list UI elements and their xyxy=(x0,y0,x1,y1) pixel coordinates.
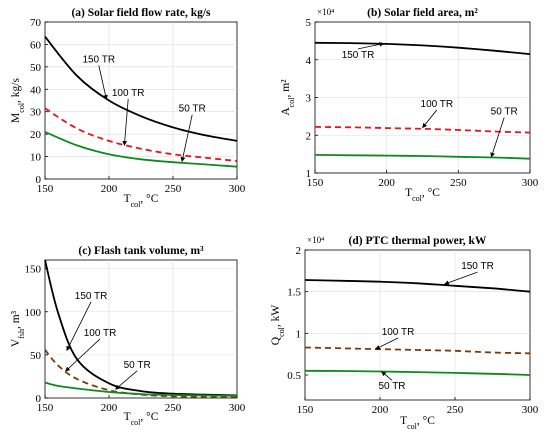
x-tick-label: 150 xyxy=(37,183,54,195)
series-annotation-arrow xyxy=(65,338,101,372)
x-axis-label: Tcol, °C xyxy=(124,411,159,427)
y-axis-label: Qcol, kW xyxy=(270,305,286,346)
y-tick-label: 1 xyxy=(296,328,302,340)
x-tick-label: 200 xyxy=(101,402,118,414)
series-line-100-tr xyxy=(44,107,238,162)
x-tick-label: 300 xyxy=(522,177,539,189)
x-tick-label: 250 xyxy=(165,402,182,414)
chart-panel-4: 150 200 250 300 0.5 1 1.5 2 (d) PTC thermal powe… xyxy=(270,235,539,431)
axis-multiplier: ×10⁴ xyxy=(307,235,324,245)
series-line-50-tr xyxy=(304,369,531,376)
series-annotation-arrow xyxy=(122,98,129,146)
series-label-150-tr: 150 TR xyxy=(82,54,115,65)
x-axis-label: Tcol, °C xyxy=(124,193,159,209)
y-axis-label: Acol, m² xyxy=(280,79,296,116)
x-tick-label: 200 xyxy=(101,183,118,195)
plot-area xyxy=(44,259,238,399)
y-tick-label: 100 xyxy=(25,307,42,319)
y-tick-label: 30 xyxy=(30,107,42,119)
series-label-50-tr: 50 TR xyxy=(491,106,518,117)
chart-title: (a) Solar field flow rate, kg/s xyxy=(71,7,211,19)
series-label-100-tr: 100 TR xyxy=(112,88,145,99)
series-annotation-arrow xyxy=(381,371,393,381)
series-label-100-tr: 100 TR xyxy=(84,328,117,339)
series-line-50-tr xyxy=(44,131,238,168)
x-tick-label: 250 xyxy=(165,183,182,195)
series-line-150-tr xyxy=(304,279,531,293)
series-annotation-arrow xyxy=(98,65,108,100)
y-tick-label: 3 xyxy=(306,93,312,105)
plot-area xyxy=(44,21,238,180)
series-annotation-arrow xyxy=(357,42,385,50)
series-annotation-arrow xyxy=(180,114,193,162)
series-label-100-tr: 100 TR xyxy=(421,99,454,110)
series-label-50-tr: 50 TR xyxy=(378,381,405,392)
x-tick-label: 300 xyxy=(522,404,539,416)
chart-panel-2: 150 200 250 300 1 2 3 4 5 (b) Solar field area, m… xyxy=(280,7,539,203)
series-line-150-tr xyxy=(314,41,531,55)
axis-multiplier: ×10⁴ xyxy=(317,7,334,17)
series-annotation-arrow xyxy=(444,271,478,285)
series-annotation-arrow xyxy=(66,301,92,351)
chart-panel-3: 150 200 250 300 0 50 100 150 (c) Flash tank volu… xyxy=(10,245,246,427)
series-line-150-tr xyxy=(44,36,238,142)
x-tick-label: 250 xyxy=(447,404,464,416)
y-tick-label: 40 xyxy=(30,84,42,96)
series-annotation-arrow xyxy=(375,337,399,350)
y-tick-label: 1 xyxy=(306,168,312,180)
series-line-100-tr xyxy=(304,346,531,355)
y-tick-label: 5 xyxy=(306,17,312,29)
x-axis-label: Tcol, °C xyxy=(405,187,440,203)
x-tick-label: 150 xyxy=(37,402,54,414)
x-axis-label: Tcol, °C xyxy=(400,415,435,431)
series-line-50-tr xyxy=(44,381,238,397)
series-label-150-tr: 150 TR xyxy=(75,291,108,302)
y-tick-label: 4 xyxy=(306,55,312,67)
chart-title: (d) PTC thermal power, kW xyxy=(349,235,487,247)
y-tick-label: 0 xyxy=(36,174,42,186)
y-tick-label: 20 xyxy=(30,129,42,141)
series-annotation-arrow xyxy=(115,370,138,390)
chart-title: (b) Solar field area, m² xyxy=(367,7,478,19)
series-label-100-tr: 100 TR xyxy=(382,327,415,338)
y-axis-label: Vfsh, m³ xyxy=(10,310,26,347)
y-tick-label: 150 xyxy=(25,264,42,276)
series-label-150-tr: 150 TR xyxy=(461,261,494,272)
series-line-100-tr xyxy=(314,126,531,134)
x-tick-label: 150 xyxy=(297,404,314,416)
y-tick-label: 50 xyxy=(30,350,42,362)
series-label-150-tr: 150 TR xyxy=(342,50,375,61)
x-tick-label: 150 xyxy=(307,177,324,189)
chart-title: (c) Flash tank volume, m³ xyxy=(78,245,204,257)
series-annotation-arrow xyxy=(490,117,505,158)
x-tick-label: 250 xyxy=(450,177,467,189)
y-tick-label: 70 xyxy=(30,17,42,29)
y-tick-label: 1.5 xyxy=(287,287,301,299)
x-tick-label: 300 xyxy=(229,402,246,414)
x-tick-label: 200 xyxy=(372,404,389,416)
x-tick-label: 300 xyxy=(229,183,246,195)
plot-area xyxy=(304,249,531,401)
series-label-50-tr: 50 TR xyxy=(124,360,151,371)
chart-panel-1: 150 200 250 300 0 10 20 30 40 50 60 70 (a) Solar fie… xyxy=(10,7,246,209)
y-tick-label: 0 xyxy=(36,393,42,405)
x-tick-label: 200 xyxy=(378,177,395,189)
series-annotation-arrow xyxy=(422,109,438,129)
y-tick-label: 60 xyxy=(30,39,42,51)
y-tick-label: 2 xyxy=(296,245,302,257)
y-tick-label: 0.5 xyxy=(287,370,301,382)
y-axis-label: Mcol, kg/s xyxy=(10,78,26,123)
y-tick-label: 10 xyxy=(30,152,42,164)
y-tick-label: 50 xyxy=(30,62,42,74)
series-label-50-tr: 50 TR xyxy=(179,104,206,115)
y-tick-label: 2 xyxy=(306,130,312,142)
